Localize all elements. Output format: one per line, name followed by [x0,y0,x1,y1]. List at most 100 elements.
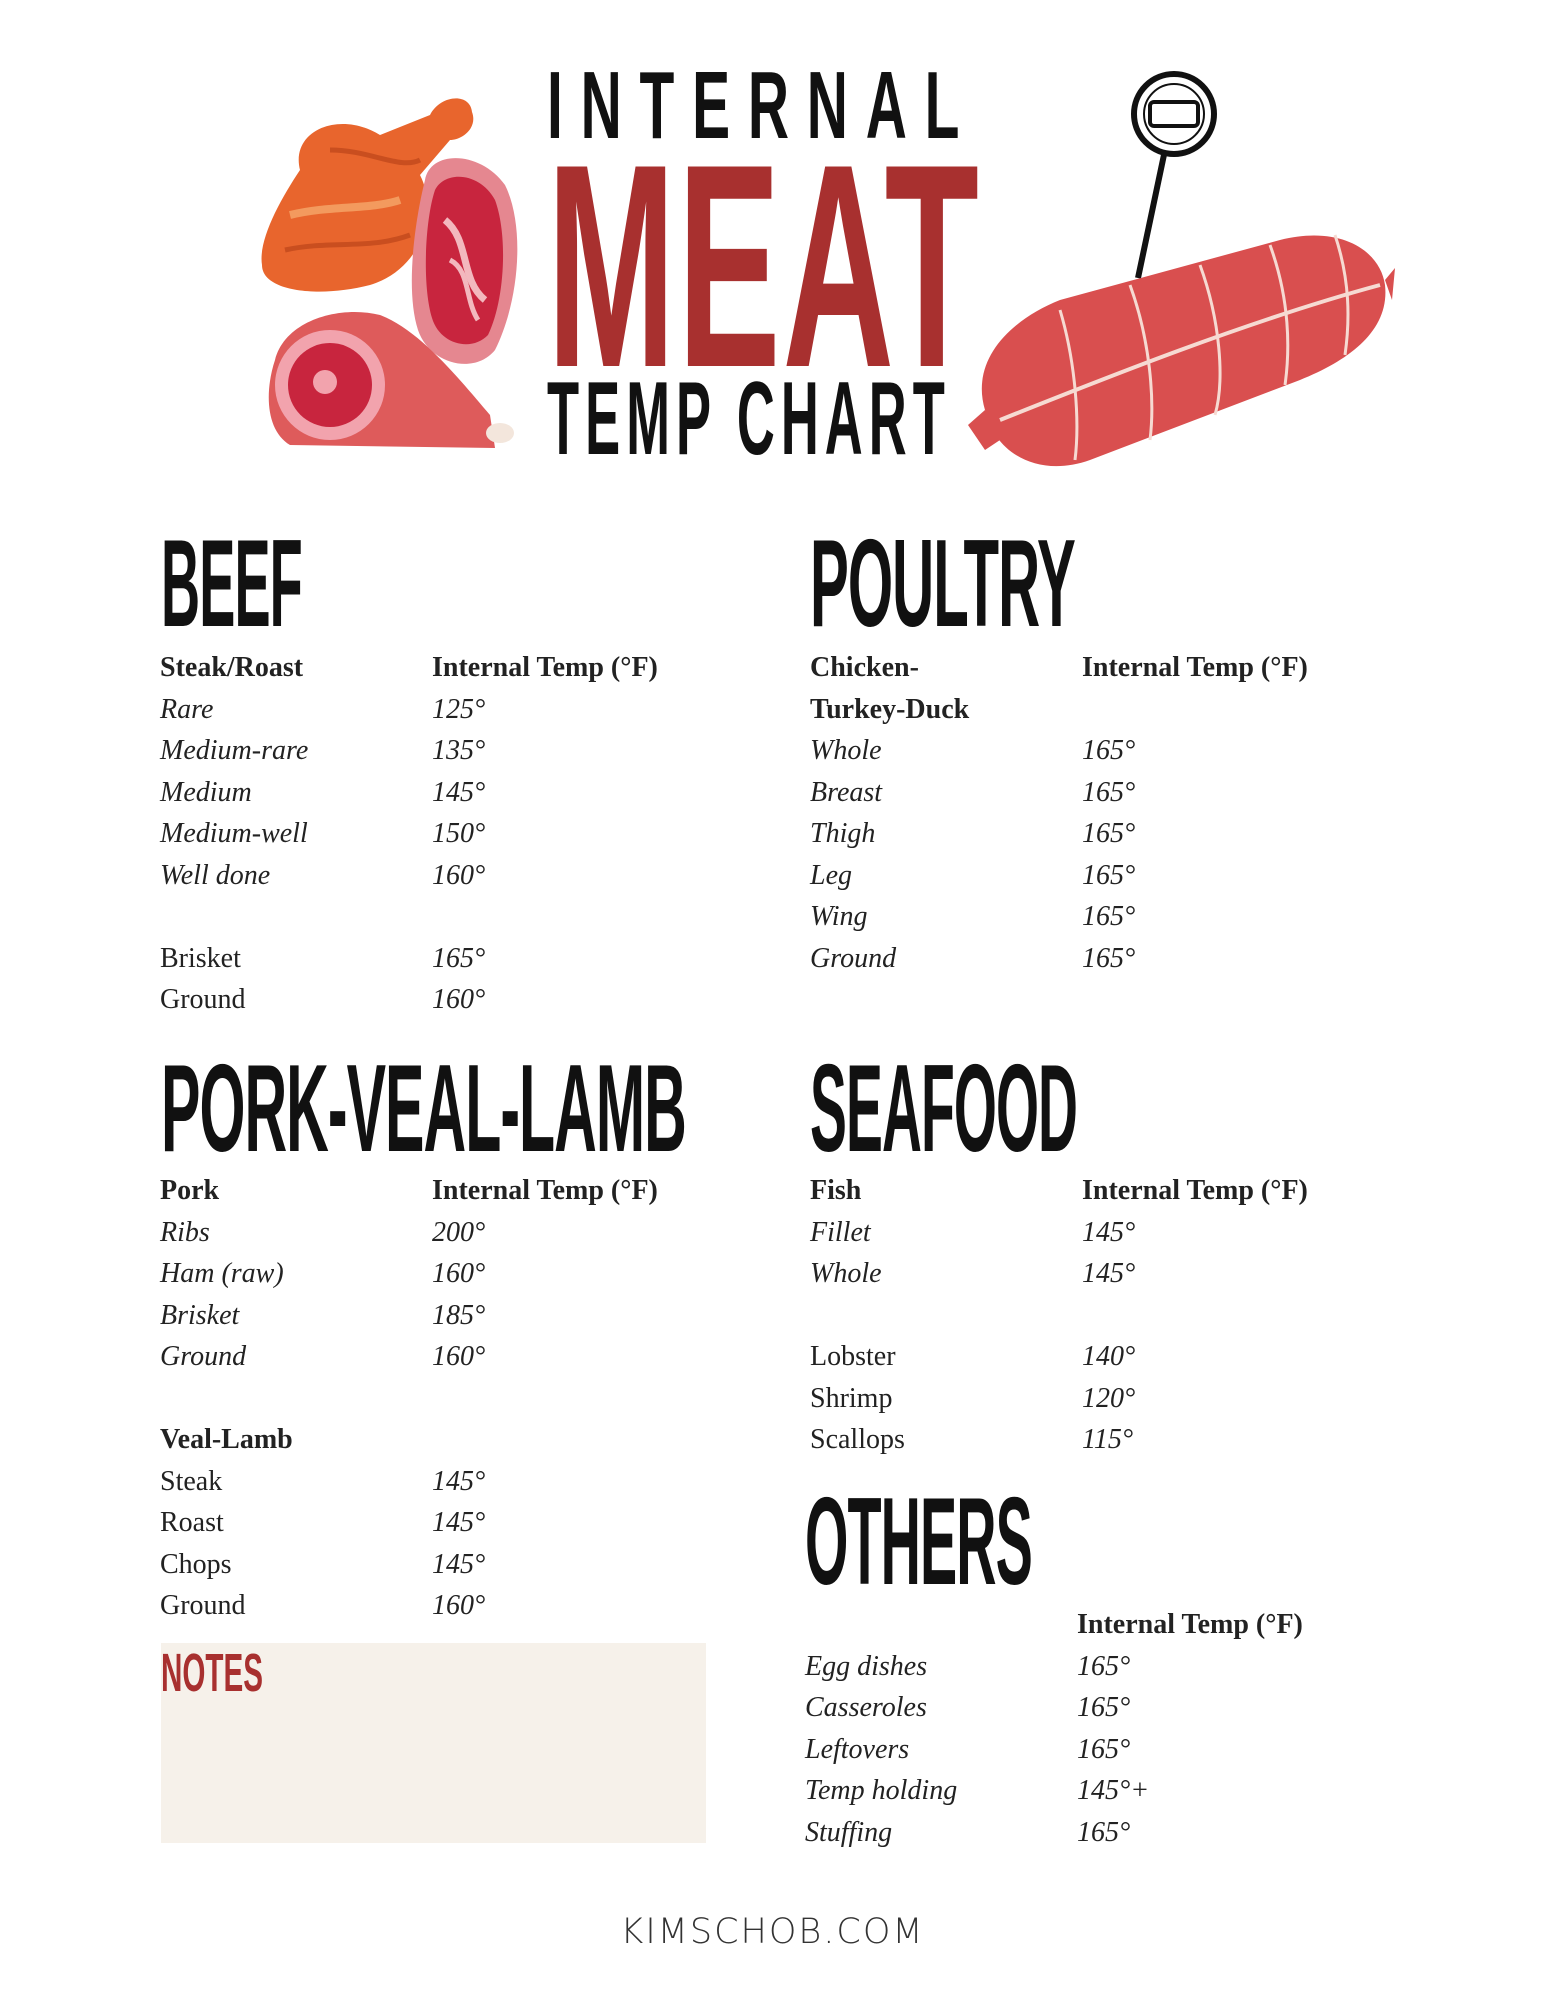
temp-value: 145° [432,1465,486,1497]
table-row: Wing 165° [810,896,1370,938]
temp-value: 165° [1082,942,1136,974]
item-label: Lobster [810,1341,896,1372]
table-row: Whole 145° [810,1253,1370,1295]
table-row: Medium-rare 135° [160,730,720,772]
item-label: Ham (raw) [160,1258,284,1289]
temp-value: 165° [1082,859,1136,891]
table-header-row: Steak/Roast Internal Temp (°F) [160,647,720,689]
table-row: Medium-well 150° [160,813,720,855]
item-label: Stuffing [805,1816,893,1848]
thermometer-icon [1131,71,1217,279]
table-row: Brisket 185° [160,1295,720,1337]
temp-value: 165° [1077,1816,1131,1848]
item-label: Leftovers [805,1733,910,1765]
table-row: Stuffing 165° [805,1812,1365,1854]
temp-value: 125° [432,693,486,725]
temp-value: 185° [432,1299,486,1331]
temp-value: 140° [1082,1341,1136,1372]
temp-value: 160° [432,1258,486,1289]
item-label: Veal-Lamb [160,1424,293,1455]
item-label: Whole [810,1258,882,1289]
item-label: Ground [160,984,246,1015]
table-row: Well done 160° [160,855,720,897]
temp-value: 160° [432,1590,486,1621]
table-row: Whole 165° [810,730,1370,772]
sausage-illustration [968,234,1395,467]
pork-veal-lamb-heading: PORK-VEAL-LAMB [161,1040,687,1178]
temp-value: 145° [432,776,486,808]
table-row: Ham (raw) 160° [160,1253,720,1295]
table-row: Lobster 140° [810,1336,1370,1378]
item-label: Chicken- [810,652,919,683]
temp-value: 165° [1082,901,1136,932]
spacer-row [810,1295,1370,1337]
table-row: Thigh 165° [810,813,1370,855]
temp-value: Internal Temp (°F) [1077,1609,1303,1640]
temp-value: 145° [1082,1258,1136,1289]
item-label: Thigh [810,818,876,849]
table-row: Scallops 115° [810,1419,1370,1461]
table-row: Ground 160° [160,979,720,1021]
temp-value: 165° [1082,776,1136,808]
item-label: Brisket [160,942,241,974]
temp-value: 165° [1077,1733,1131,1765]
item-label: Pork [160,1175,220,1206]
temp-value: 160° [432,984,486,1015]
table-header-row: Veal-Lamb [160,1419,720,1461]
table-row: Chops 145° [160,1544,720,1586]
beef-table: Steak/Roast Internal Temp (°F) Rare 125° Med… [160,647,720,1021]
item-label: Shrimp [810,1382,893,1414]
temp-value: 165° [432,942,486,974]
item-label: Wing [810,901,868,932]
table-row: Ground 160° [160,1336,720,1378]
item-label: Egg dishes [805,1650,928,1682]
title-temp-chart: TEMP CHART [547,361,951,477]
table-header-row: Chicken- Internal Temp (°F) [810,647,1370,689]
notes-label: NOTES [161,1643,264,1703]
item-label: Casseroles [805,1692,927,1723]
chicken-leg-illustration [261,98,474,292]
temp-value: 145° [432,1548,486,1580]
table-header-row: Pork Internal Temp (°F) [160,1170,720,1212]
temp-value: 145° [1082,1216,1136,1248]
item-label: Leg [810,859,852,891]
item-label: Fillet [810,1216,871,1248]
item-label: Breast [810,776,883,808]
temp-value: 165° [1077,1650,1131,1682]
item-label: Ground [160,1341,247,1372]
temp-value: 145° [432,1507,486,1538]
spacer-row [160,1378,720,1420]
table-row: Ground 165° [810,938,1370,980]
table-header-row: Fish Internal Temp (°F) [810,1170,1370,1212]
table-row: Shrimp 120° [810,1378,1370,1420]
temp-value: 135° [432,735,486,766]
table-row: Roast 145° [160,1502,720,1544]
temp-value: 160° [432,859,486,891]
table-row: Temp holding 145°+ [805,1770,1365,1812]
table-row: Ground 160° [160,1585,720,1627]
temp-value: 165° [1082,818,1136,849]
item-label: Steak [160,1465,223,1497]
item-label: Temp holding [805,1775,958,1806]
temp-value: 115° [1082,1424,1134,1455]
temp-value: 165° [1077,1692,1131,1723]
item-label: Steak/Roast [160,652,304,683]
temp-value: Internal Temp (°F) [432,652,658,683]
notes-box[interactable] [161,1643,706,1843]
table-row: Brisket 165° [160,938,720,980]
item-label: Scallops [810,1424,905,1455]
table-row: Egg dishes 165° [805,1646,1365,1688]
table-row: Casseroles 165° [805,1687,1365,1729]
item-label: Medium [160,776,252,808]
others-heading: OTHERS [805,1473,1033,1611]
table-row: Fillet 145° [810,1212,1370,1254]
table-header-row: Turkey-Duck [810,689,1370,731]
beef-heading: BEEF [161,515,303,653]
temp-value: 165° [1082,735,1136,766]
item-label: Ground [160,1590,246,1621]
temp-value: Internal Temp (°F) [1082,1175,1308,1206]
footer-site: KIMSCHOB.COM [620,1912,925,1952]
temp-value: 150° [432,818,486,849]
table-row: Breast 165° [810,772,1370,814]
steak-illustration [411,158,518,364]
